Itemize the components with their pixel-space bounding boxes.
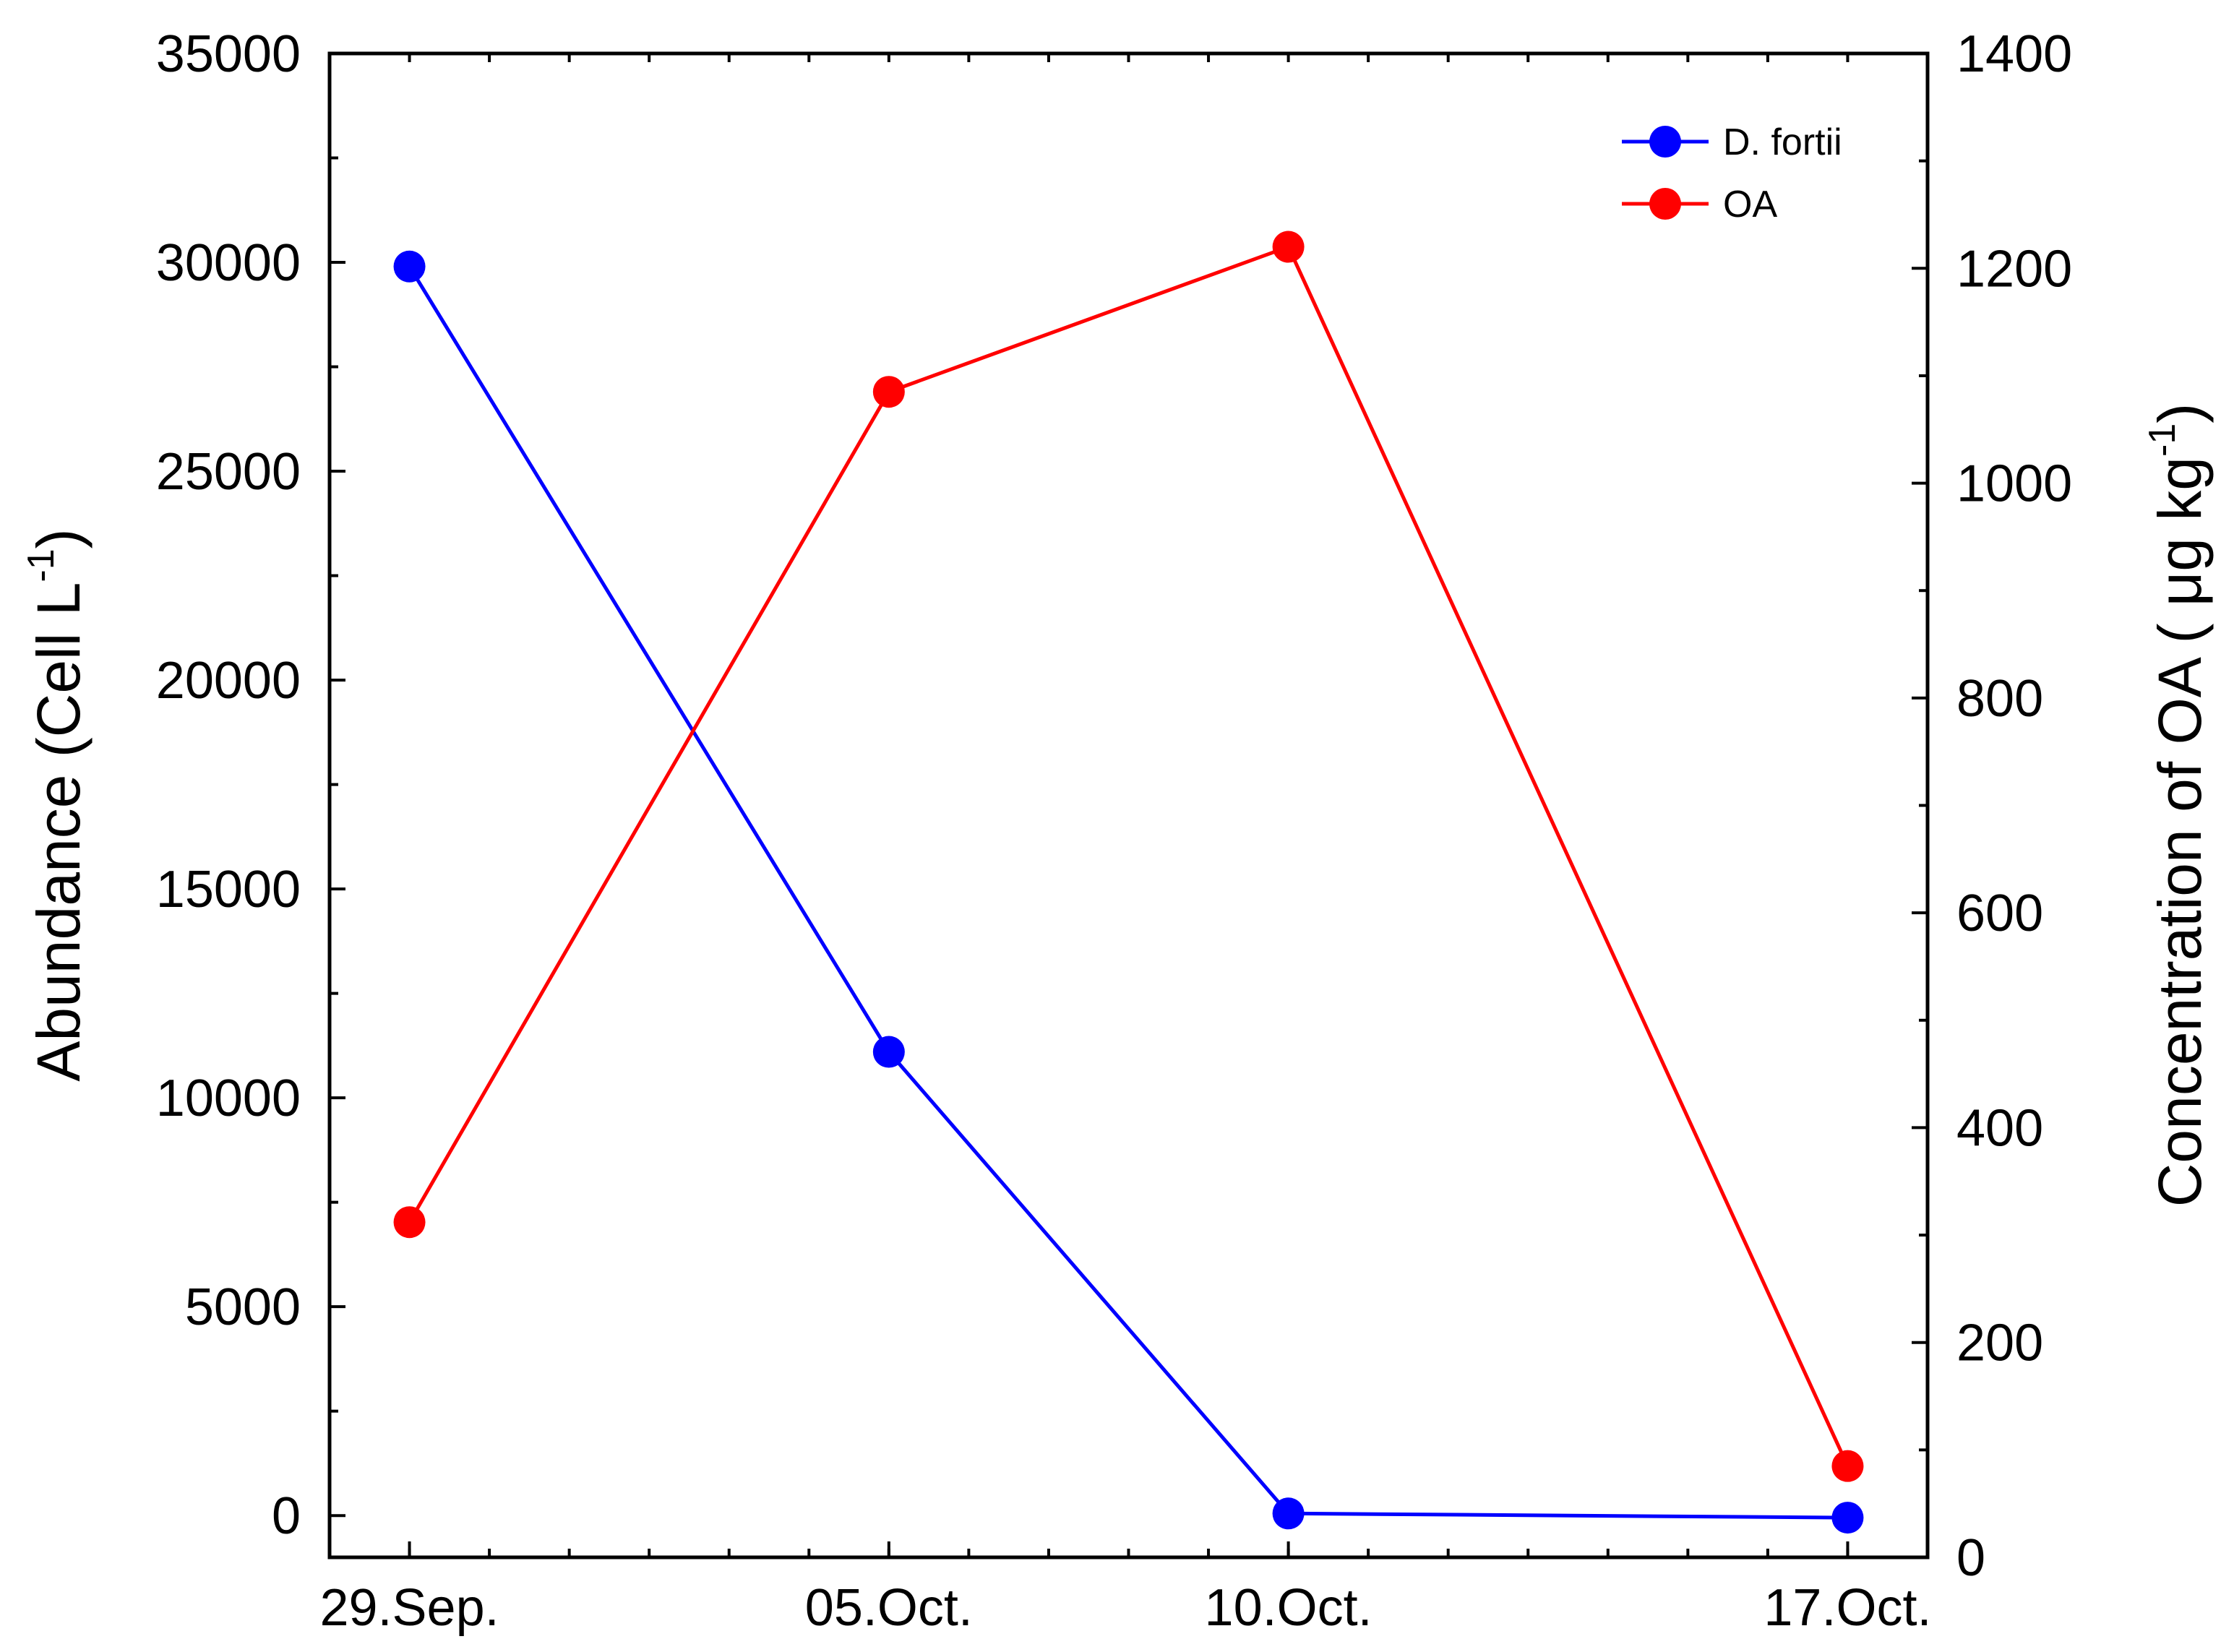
right-axis-title-main: Concentration of OA ( μg kg: [2146, 457, 2214, 1207]
left-axis-title-suffix: ): [25, 528, 93, 548]
series-line-d-fortii: [408, 265, 1848, 1520]
right-axis-title-superscript: -1: [2141, 423, 2183, 457]
right-tick-label: 1200: [1956, 240, 2072, 298]
right-tick-label: 200: [1956, 1315, 2043, 1372]
right-axis-title-suffix: ): [2146, 403, 2214, 423]
x-tick-label: 05.Oct.: [805, 1579, 973, 1637]
data-point-d-fortii: [1831, 1502, 1864, 1534]
legend-marker-dfortii: [1649, 126, 1681, 158]
right-tick-label: 800: [1956, 670, 2043, 728]
legend: D. fortii OA: [1622, 121, 1842, 225]
data-point-d-fortii: [1272, 1497, 1305, 1530]
data-point-d-fortii: [393, 250, 426, 283]
x-tick-label: 10.Oct.: [1205, 1579, 1372, 1637]
legend-label-dfortii: D. fortii: [1723, 121, 1842, 163]
legend-marker-oa: [1649, 188, 1681, 220]
x-tick-label: 29.Sep.: [319, 1579, 499, 1637]
right-tick-label: 0: [1956, 1529, 1985, 1587]
left-tick-label: 30000: [156, 234, 301, 292]
left-tick-label: 35000: [156, 25, 301, 83]
data-point-oa: [1831, 1450, 1864, 1482]
plot-frame: [327, 51, 1930, 1559]
left-axis-title-superscript: -1: [20, 548, 62, 582]
data-point-oa: [393, 1206, 426, 1239]
right-tick-label: 1400: [1956, 25, 2072, 83]
left-tick-label: 25000: [156, 443, 301, 501]
left-axis-title: Abundance (Cell L-1): [20, 528, 93, 1081]
right-tick-label: 600: [1956, 885, 2043, 942]
series-line-oa: [408, 245, 1850, 1467]
legend-label-oa: OA: [1723, 184, 1777, 225]
ticks-layer: 0 5000 10000 15000 20000 25000 30000 35000 0 200 4…: [156, 25, 2072, 1637]
left-tick-label: 5000: [185, 1278, 301, 1336]
left-axis-title-main: Abundance (Cell L: [25, 582, 93, 1082]
right-axis-title: Concentration of OA ( μg kg-1): [2141, 403, 2214, 1208]
data-point-d-fortii: [872, 1036, 905, 1068]
left-tick-label: 10000: [156, 1070, 301, 1127]
series-layer: [393, 231, 1864, 1534]
data-point-oa: [872, 376, 905, 408]
left-tick-label: 15000: [156, 861, 301, 919]
left-tick-label: 0: [272, 1487, 301, 1545]
right-tick-label: 400: [1956, 1099, 2043, 1157]
left-tick-label: 20000: [156, 652, 301, 710]
right-tick-label: 1000: [1956, 455, 2072, 513]
data-point-oa: [1272, 231, 1305, 263]
x-tick-label: 17.Oct.: [1764, 1579, 1931, 1637]
